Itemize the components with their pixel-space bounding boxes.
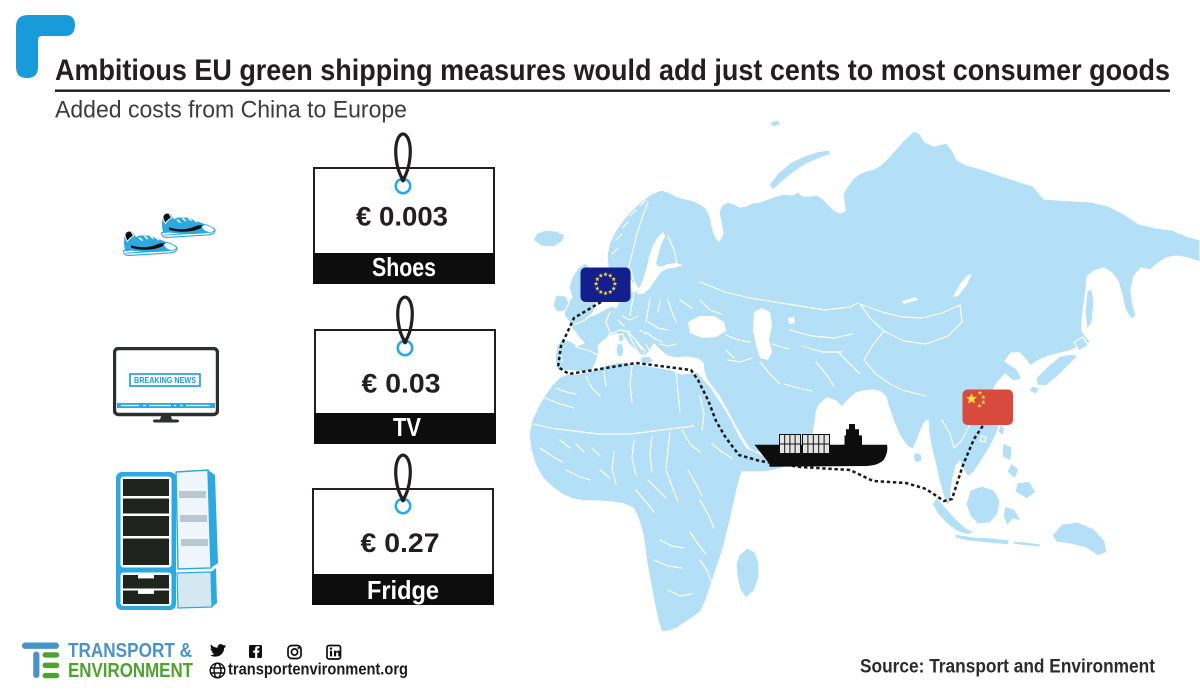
svg-text:Ambitious EU green shipping me: Ambitious EU green shipping measures wou… [55,54,1170,87]
svg-text:Source: Transport and Environm: Source: Transport and Environment [860,657,1156,678]
svg-text:€ 0.003: € 0.003 [356,202,448,232]
svg-text:BREAKING NEWS: BREAKING NEWS [134,376,196,385]
svg-text:Shoes: Shoes [372,252,436,282]
svg-text:Fridge: Fridge [367,575,439,605]
svg-text:Added costs from China to Euro: Added costs from China to Europe [55,97,407,124]
svg-text:transportenvironment.org: transportenvironment.org [228,660,408,679]
svg-text:TRANSPORT &: TRANSPORT & [68,640,192,662]
svg-text:€ 0.27: € 0.27 [361,528,440,558]
svg-text:ENVIRONMENT: ENVIRONMENT [68,660,193,682]
svg-text:€ 0.03: € 0.03 [362,369,441,399]
svg-text:TV: TV [393,412,422,442]
